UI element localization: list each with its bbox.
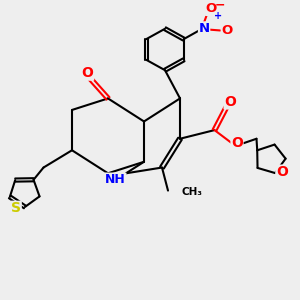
Text: O: O [231,136,243,150]
Text: NH: NH [105,173,126,186]
Text: −: − [215,0,226,12]
Text: S: S [11,201,21,215]
Text: O: O [206,2,217,15]
Text: O: O [224,95,236,109]
Text: O: O [82,66,94,80]
Text: O: O [276,165,288,179]
Text: N: N [199,22,210,35]
Text: +: + [214,11,222,21]
Text: O: O [221,24,233,37]
Text: CH₃: CH₃ [182,187,203,197]
